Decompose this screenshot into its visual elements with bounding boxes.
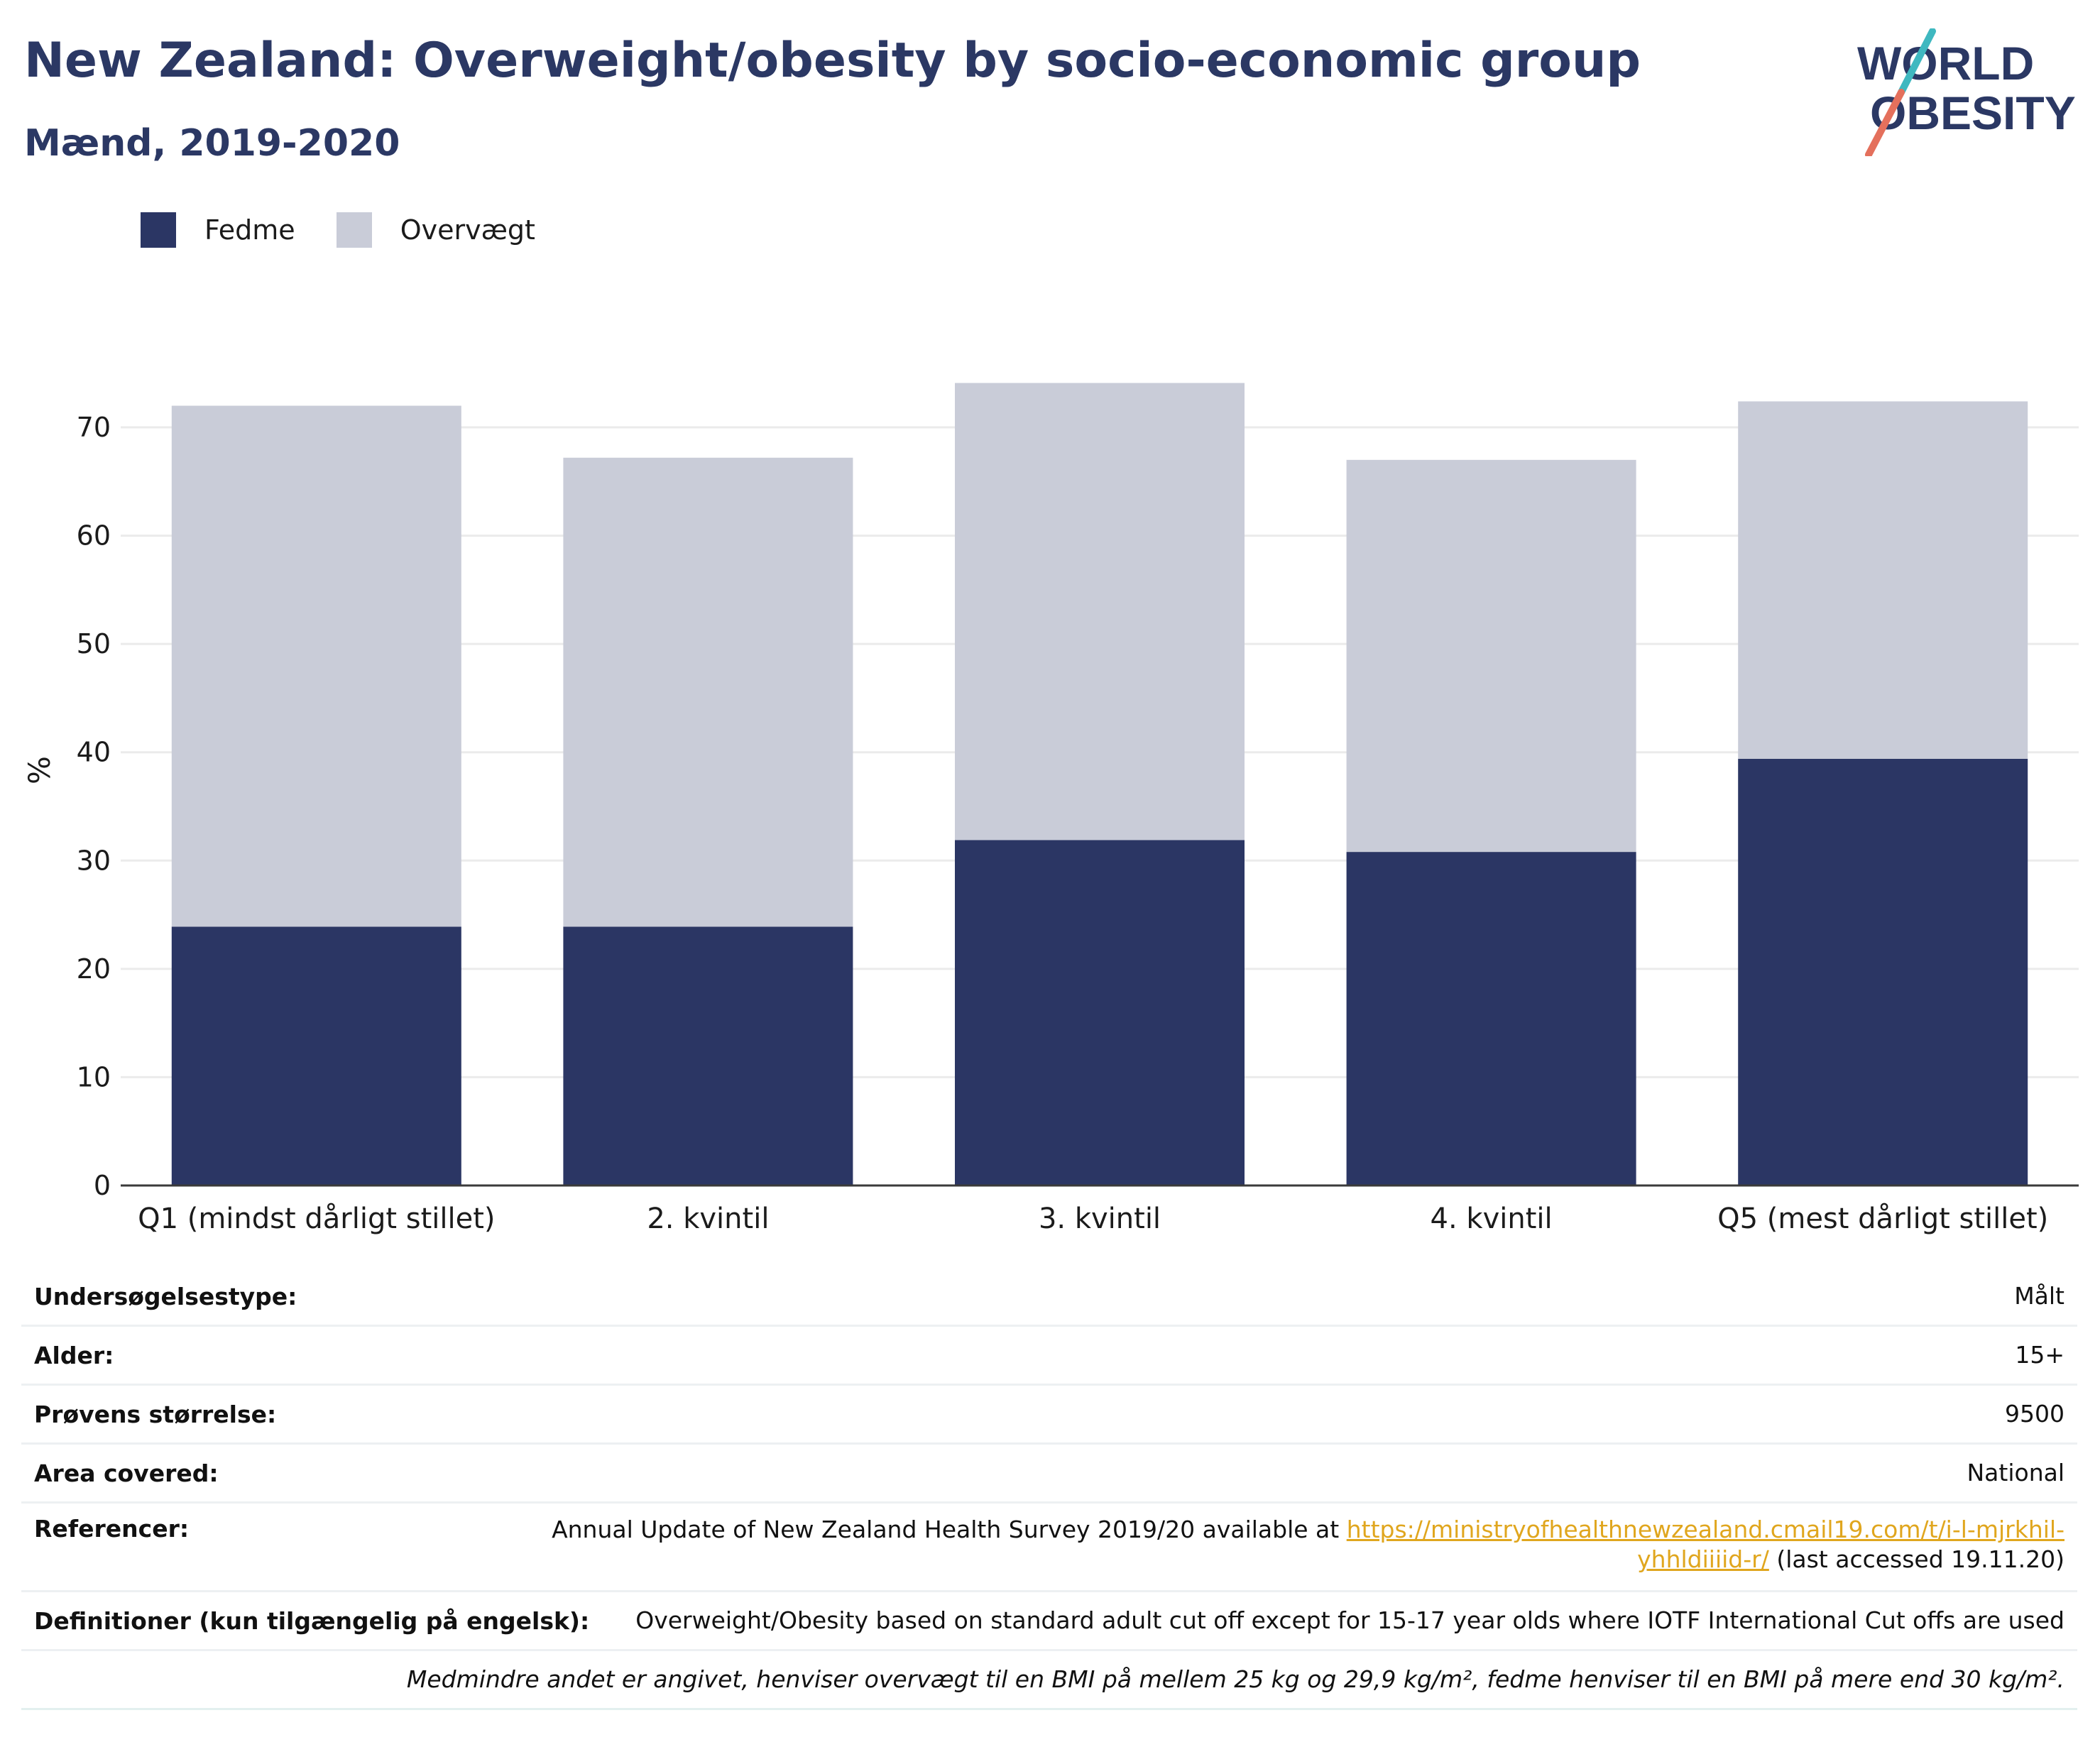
bar-fedme <box>955 840 1245 1185</box>
logo-slash-bottom <box>1865 89 1905 156</box>
legend-item-fedme[interactable]: Fedme <box>141 212 295 248</box>
info-row-definitions: Definitioner (kun tilgængelig på engelsk… <box>21 1592 2077 1651</box>
y-tick-label: 30 <box>77 845 111 876</box>
info-row-sample-size: Prøvens størrelse: 9500 <box>21 1386 2077 1445</box>
footnote-text: Medmindre andet er angivet, henviser ove… <box>406 1665 2065 1693</box>
legend-item-overvaegt[interactable]: Overvægt <box>336 212 535 248</box>
bar-overv-gt <box>1738 401 2028 759</box>
legend-swatch-fedme <box>141 212 176 248</box>
reference-link-line1[interactable]: https://ministryofhealthnewzealand.cmail… <box>1346 1516 2065 1543</box>
y-axis-label: % <box>22 756 57 784</box>
info-row-age: Alder: 15+ <box>21 1327 2077 1386</box>
info-value: National <box>1967 1459 2065 1486</box>
bar-overv-gt <box>955 383 1245 840</box>
legend-label-overvaegt: Overvægt <box>400 214 535 246</box>
page-title: New Zealand: Overweight/obesity by socio… <box>24 33 1641 89</box>
info-value: 9500 <box>2005 1400 2065 1428</box>
x-tick-label: 4. kvintil <box>1431 1203 1553 1235</box>
bar-overv-gt <box>171 405 461 927</box>
y-tick-label: 40 <box>77 737 111 768</box>
x-tick-label: Q5 (mest dårligt stillet) <box>1717 1203 2048 1235</box>
logo-text-line1: WORLD <box>1857 37 2034 89</box>
bar-fedme <box>1738 758 2028 1185</box>
bar-fedme <box>171 926 461 1185</box>
y-tick-label: 70 <box>77 412 111 443</box>
reference-value: Annual Update of New Zealand Health Surv… <box>552 1515 2065 1575</box>
info-row-references: Referencer: Annual Update of New Zealand… <box>21 1504 2077 1592</box>
info-value: 15+ <box>2015 1341 2065 1369</box>
x-tick-label: 3. kvintil <box>1039 1203 1161 1235</box>
y-tick-label: 10 <box>77 1061 111 1092</box>
x-tick-label: 2. kvintil <box>647 1203 769 1235</box>
y-tick-label: 0 <box>94 1170 111 1201</box>
footnote-row: Medmindre andet er angivet, henviser ove… <box>21 1651 2077 1710</box>
world-obesity-logo: WORLD OBESITY <box>1857 28 2076 156</box>
info-label: Area covered: <box>34 1459 219 1487</box>
info-label: Prøvens størrelse: <box>34 1400 277 1428</box>
logo-slash-top <box>1898 28 1936 96</box>
info-label: Referencer: <box>34 1515 190 1543</box>
info-value: Overweight/Obesity based on standard adu… <box>635 1606 2065 1634</box>
x-tick-label: Q1 (mindst dårligt stillet) <box>138 1203 495 1235</box>
bar-fedme <box>1346 852 1636 1185</box>
bar-overv-gt <box>563 457 853 927</box>
reference-text: Annual Update of New Zealand Health Surv… <box>552 1516 1347 1543</box>
info-row-survey-type: Undersøgelsestype: Målt <box>21 1268 2077 1327</box>
info-table: Undersøgelsestype: Målt Alder: 15+ Prøve… <box>21 1268 2077 1710</box>
bar-overv-gt <box>1346 459 1636 853</box>
info-label: Alder: <box>34 1341 114 1369</box>
reference-accessed-text: (last accessed 19.11.20) <box>1768 1545 2065 1573</box>
info-value: Målt <box>2014 1282 2065 1310</box>
legend-label-fedme: Fedme <box>204 214 295 246</box>
y-tick-label: 20 <box>77 953 111 985</box>
y-tick-label: 50 <box>77 628 111 659</box>
page-subtitle: Mænd, 2019-2020 <box>24 122 400 165</box>
bar-fedme <box>563 926 853 1185</box>
stacked-bar-chart: 0 10 20 30 40 50 60 70 Q1 (mindst dårligt stille… <box>22 383 2079 1235</box>
logo-text-line2: OBESITY <box>1870 87 2076 139</box>
info-label: Definitioner (kun tilgængelig på engelsk… <box>34 1606 590 1635</box>
info-label: Undersøgelsestype: <box>34 1282 297 1310</box>
chart-legend: Fedme Overvægt <box>141 210 576 250</box>
reference-link-line2[interactable]: yhhldiiiid-r/ <box>1637 1545 1769 1573</box>
legend-swatch-overvaegt <box>336 212 372 248</box>
info-row-area-covered: Area covered: National <box>21 1445 2077 1504</box>
y-tick-label: 60 <box>77 520 111 552</box>
